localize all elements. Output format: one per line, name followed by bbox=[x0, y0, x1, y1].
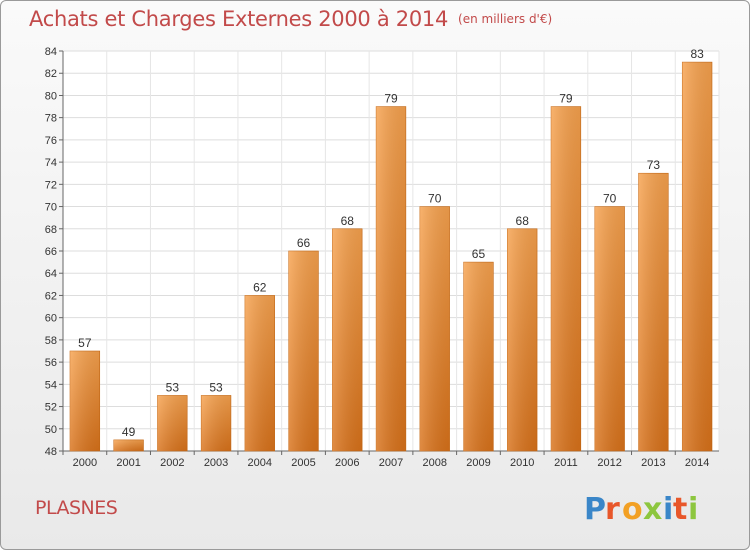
x-tick-label: 2011 bbox=[554, 457, 578, 469]
x-tick-label: 2004 bbox=[248, 457, 272, 469]
value-label: 66 bbox=[297, 236, 311, 250]
y-tick-label: 60 bbox=[45, 313, 57, 325]
value-label: 70 bbox=[428, 192, 442, 206]
y-tick-label: 66 bbox=[45, 246, 57, 258]
y-tick-label: 64 bbox=[45, 268, 57, 280]
y-tick-label: 78 bbox=[45, 113, 57, 125]
y-tick-label: 70 bbox=[45, 202, 57, 214]
svg-text:i: i bbox=[663, 492, 673, 527]
value-label: 83 bbox=[690, 47, 704, 61]
y-tick-label: 72 bbox=[45, 179, 57, 191]
value-label: 68 bbox=[341, 214, 355, 228]
y-tick-label: 48 bbox=[45, 446, 57, 458]
value-label: 57 bbox=[78, 336, 92, 350]
chart-title-text: Achats et Charges Externes 2000 à 2014 bbox=[29, 7, 449, 31]
x-tick-label: 2006 bbox=[335, 457, 359, 469]
value-label: 70 bbox=[603, 192, 617, 206]
bar-shade bbox=[113, 439, 144, 451]
svg-text:r: r bbox=[605, 492, 620, 527]
bar-shade bbox=[332, 228, 363, 451]
commune-name: PLASNES bbox=[35, 497, 118, 519]
bar-shade bbox=[69, 351, 100, 451]
bar-shade bbox=[419, 206, 450, 451]
x-tick-label: 2007 bbox=[379, 457, 403, 469]
y-tick-label: 76 bbox=[45, 135, 57, 147]
svg-text:t: t bbox=[673, 492, 687, 527]
x-tick-label: 2003 bbox=[204, 457, 228, 469]
bars bbox=[69, 61, 713, 452]
x-tick-label: 2010 bbox=[510, 457, 534, 469]
labels: 48 50 52 54 56 58 60 62 64 66 68 70 72 74 76 78 80 82 84 57… bbox=[45, 46, 710, 469]
bar-shade bbox=[244, 295, 275, 451]
bar-shade bbox=[682, 62, 713, 451]
svg-text:i: i bbox=[688, 492, 698, 527]
y-tick-label: 68 bbox=[45, 224, 57, 236]
value-label: 79 bbox=[384, 92, 398, 106]
x-tick-label: 2014 bbox=[685, 457, 709, 469]
value-label: 53 bbox=[166, 380, 180, 394]
svg-text:x: x bbox=[643, 492, 662, 527]
bar-shade bbox=[288, 251, 319, 451]
x-tick-label: 2012 bbox=[597, 457, 621, 469]
y-tick-label: 84 bbox=[45, 46, 57, 58]
bar-shade bbox=[594, 206, 625, 451]
y-tick-label: 52 bbox=[45, 402, 57, 414]
y-tick-label: 74 bbox=[45, 157, 57, 169]
y-tick-label: 58 bbox=[45, 335, 57, 347]
y-tick-label: 80 bbox=[45, 90, 57, 102]
value-label: 53 bbox=[209, 380, 223, 394]
value-label: 65 bbox=[472, 247, 486, 261]
y-tick-label: 50 bbox=[45, 424, 57, 436]
bar-shade bbox=[463, 262, 494, 451]
value-label: 79 bbox=[559, 92, 573, 106]
x-tick-label: 2000 bbox=[73, 457, 97, 469]
value-label: 73 bbox=[647, 158, 661, 172]
x-tick-label: 2002 bbox=[160, 457, 184, 469]
y-tick-label: 54 bbox=[45, 379, 57, 391]
y-tick-label: 82 bbox=[45, 68, 57, 80]
y-tick-label: 62 bbox=[45, 290, 57, 302]
bar-shade bbox=[638, 173, 669, 451]
value-label: 62 bbox=[253, 280, 267, 294]
value-label: 68 bbox=[516, 214, 530, 228]
chart-unit: (en milliers d'€) bbox=[458, 12, 553, 26]
value-label: 49 bbox=[122, 425, 136, 439]
bar-shade bbox=[157, 395, 188, 451]
x-tick-label: 2005 bbox=[291, 457, 315, 469]
x-tick-label: 2009 bbox=[466, 457, 490, 469]
svg-text:o: o bbox=[622, 492, 643, 527]
bar-shade bbox=[507, 228, 538, 451]
bar-shade bbox=[551, 106, 581, 452]
svg-text:P: P bbox=[584, 492, 606, 527]
x-tick-label: 2013 bbox=[641, 457, 665, 469]
proxiti-logo: P r o x i t i bbox=[584, 485, 714, 533]
bar-shade bbox=[376, 106, 406, 452]
x-tick-label: 2001 bbox=[116, 457, 140, 469]
x-tick-label: 2008 bbox=[422, 457, 446, 469]
chart-title: Achats et Charges Externes 2000 à 2014 (e… bbox=[29, 7, 552, 31]
y-tick-label: 56 bbox=[45, 357, 57, 369]
bar-shade bbox=[201, 395, 231, 451]
